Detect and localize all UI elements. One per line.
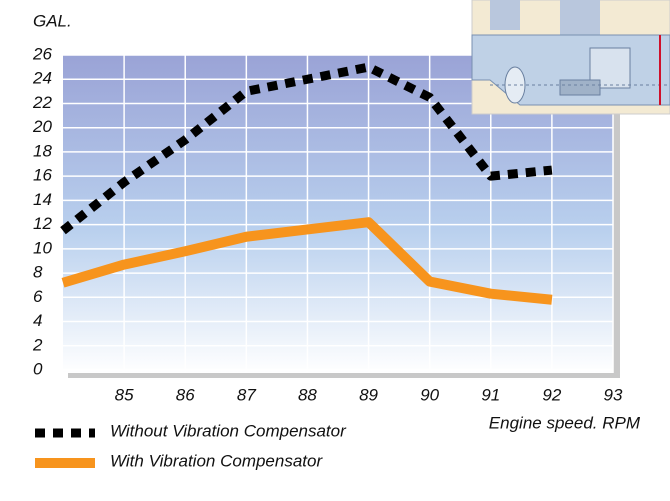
legend-label: Without Vibration Compensator [110,421,347,440]
x-tick-label: 90 [420,385,439,404]
x-tick-label: 93 [604,385,623,404]
y-tick-label: 4 [33,311,42,330]
y-tick-label: 18 [33,141,52,160]
y-tick-label: 24 [32,69,52,88]
y-tick-label: 2 [32,335,43,354]
y-tick-label: 8 [33,263,43,282]
page: {"chart_data": {"type": "line", "y_label… [0,0,670,501]
y-tick-label: 14 [33,190,52,209]
y-tick-label: 0 [33,359,43,378]
y-tick-label: 10 [33,238,52,257]
x-tick-label: 92 [542,385,561,404]
y-axis-label: GAL. [33,11,72,30]
y-tick-label: 16 [33,166,52,185]
x-axis-label: Engine speed. RPM [489,413,641,432]
x-tick-label: 89 [359,385,378,404]
y-tick-label: 6 [33,287,43,306]
x-tick-label: 91 [481,385,500,404]
y-tick-label: 12 [33,214,52,233]
inset-illustration [472,0,670,114]
y-tick-label: 20 [32,117,52,136]
chart: GAL. Engine speed. RPM Without Vibration… [0,0,670,501]
x-tick-label: 87 [237,385,256,404]
x-tick-label: 88 [298,385,317,404]
x-tick-label: 86 [176,385,195,404]
legend-label: With Vibration Compensator [110,451,323,470]
x-tick-label: 85 [115,385,134,404]
y-tick-label: 22 [32,93,52,112]
y-tick-label: 26 [32,44,52,63]
